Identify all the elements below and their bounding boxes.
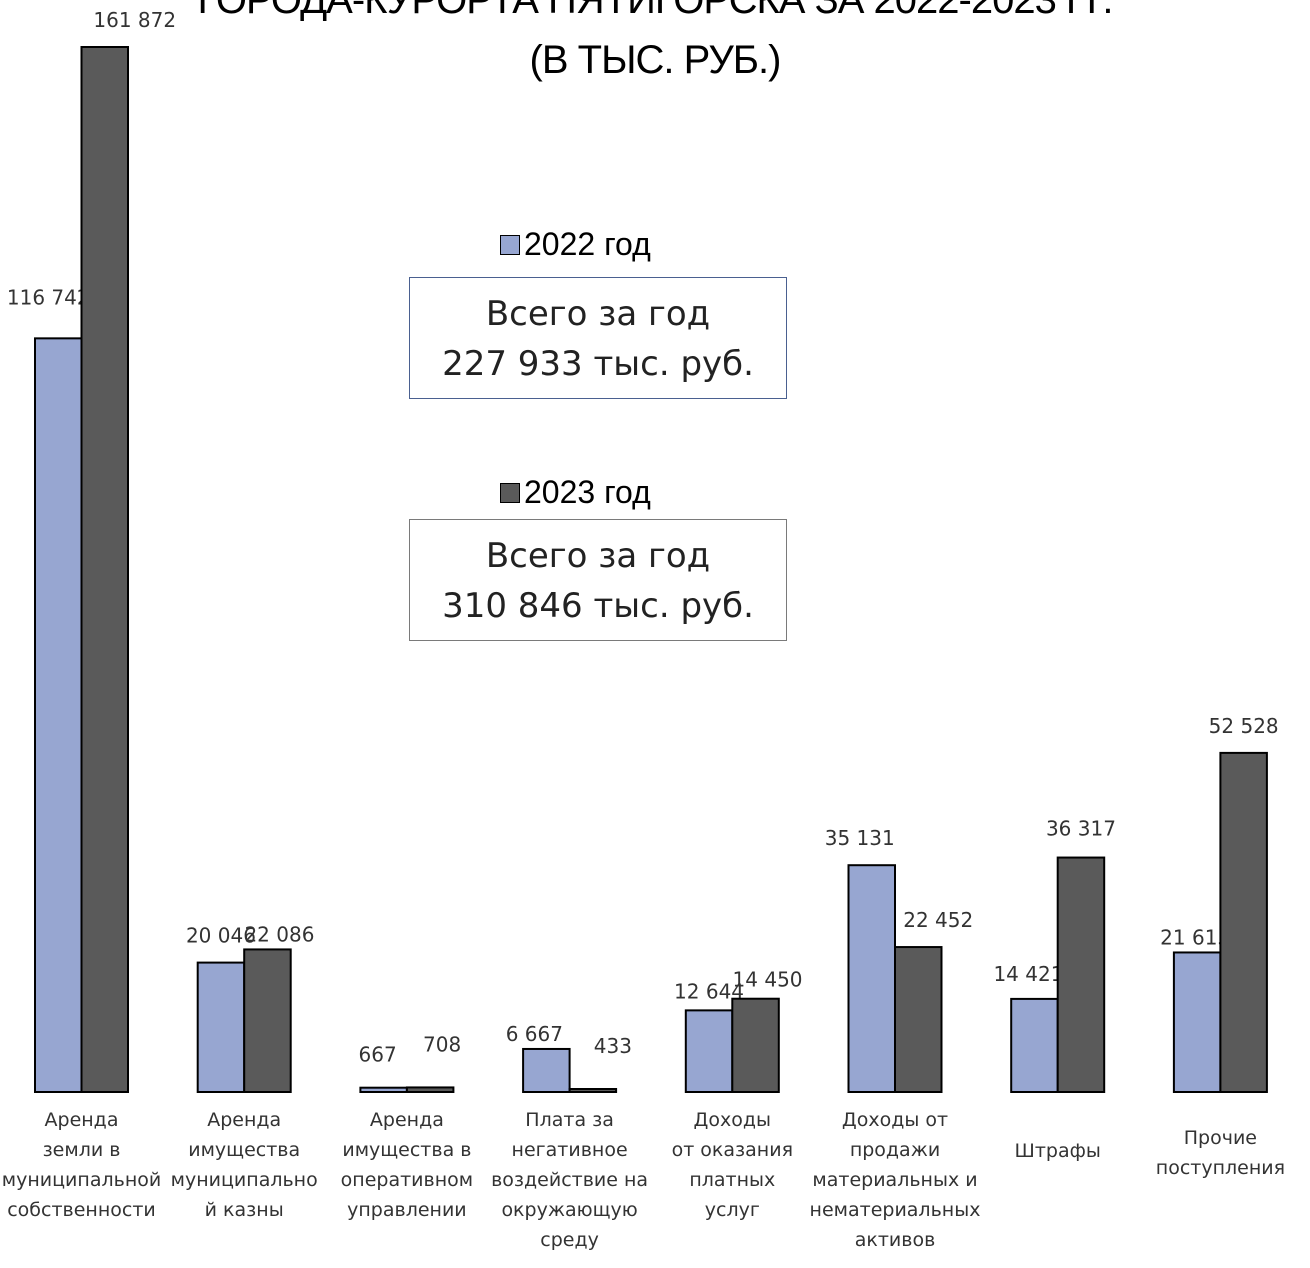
- chart-title-line-1: ГОРОДА-КУРОРТА ПЯТИГОРСКА ЗА 2022-2023 Г…: [197, 0, 1114, 22]
- category-label-3-line-2: воздействие на: [491, 1169, 648, 1191]
- data-label-2023-cat-7: 52 528: [1209, 714, 1279, 738]
- legend-swatch-2023: [500, 482, 520, 503]
- data-label-2022-cat-2: 667: [359, 1043, 397, 1067]
- category-label-3-line-3: окружающую: [501, 1199, 637, 1221]
- category-label-0-line-3: собственности: [7, 1199, 156, 1221]
- legend-item-2023: 2023 год: [500, 474, 651, 511]
- category-label-1-line-0: Аренда: [207, 1109, 281, 1131]
- category-label-5-line-4: активов: [855, 1229, 936, 1251]
- category-label-0-line-2: муниципальной: [2, 1169, 161, 1191]
- data-label-2022-cat-7: 21 615: [1160, 925, 1230, 949]
- data-label-2023-cat-1: 22 086: [244, 922, 314, 946]
- category-label-4-line-1: от оказания: [672, 1139, 793, 1161]
- legend-swatch-2022: [500, 234, 520, 255]
- category-label-2-line-3: управлении: [347, 1199, 467, 1221]
- bar-2023-cat-7: [1219, 751, 1268, 1093]
- data-label-2023-cat-4: 14 450: [733, 968, 803, 992]
- category-label-3-line-0: Плата за: [525, 1109, 614, 1131]
- bar-2023-cat-4: [731, 997, 780, 1093]
- category-label-5-line-3: нематериальных: [810, 1199, 981, 1221]
- category-label-7-line-1: поступления: [1156, 1157, 1285, 1179]
- total-box-2023: Всего за год 310 846 тыс. руб.: [409, 519, 787, 641]
- data-label-2023-cat-2: 708: [423, 1032, 461, 1056]
- category-label-1-line-1: имущества: [188, 1139, 300, 1161]
- category-label-4-line-3: услуг: [705, 1199, 760, 1221]
- bar-2022-cat-7: [1172, 951, 1222, 1093]
- category-label-5-line-1: продажи: [850, 1139, 940, 1161]
- chart-title-line-2: (В ТЫС. РУБ.): [529, 38, 782, 82]
- category-label-1-line-3: й казны: [205, 1199, 284, 1221]
- category-label-2-line-0: Аренда: [370, 1109, 444, 1131]
- data-label-2023-cat-0: 161 872: [93, 8, 176, 32]
- category-label-4-line-0: Доходы: [694, 1109, 771, 1131]
- bar-2023-cat-0: [80, 46, 129, 1093]
- data-label-2023-cat-6: 36 317: [1046, 817, 1116, 841]
- total-box-2022-line-2: 227 933 тыс. руб.: [442, 344, 754, 384]
- data-label-2022-cat-3: 6 667: [506, 1022, 563, 1046]
- category-label-2-line-2: оперативном: [341, 1169, 473, 1191]
- bar-2022-cat-1: [196, 961, 246, 1094]
- legend-item-2022: 2022 год: [500, 226, 651, 263]
- bar-2023-cat-3: [568, 1088, 618, 1093]
- data-label-2022-cat-5: 35 131: [825, 826, 895, 850]
- bar-2022-cat-5: [847, 864, 896, 1093]
- bar-2023-cat-1: [243, 948, 292, 1093]
- data-label-2023-cat-3: 433: [594, 1034, 632, 1058]
- category-label-3-line-1: негативное: [512, 1139, 628, 1161]
- bar-2022-cat-3: [522, 1047, 571, 1093]
- data-label-2022-cat-0: 116 742: [7, 285, 90, 309]
- category-label-6-line-0: Штрафы: [1015, 1140, 1101, 1162]
- legend-label-2022: 2022 год: [524, 226, 651, 262]
- total-box-2022: Всего за год 227 933 тыс. руб.: [409, 277, 787, 399]
- category-label-0-line-0: Аренда: [45, 1109, 119, 1131]
- total-box-2023-line-1: Всего за год: [485, 536, 711, 576]
- total-box-2023-line-2: 310 846 тыс. руб.: [442, 586, 754, 626]
- category-label-4-line-2: платных: [689, 1169, 775, 1191]
- category-label-1-line-2: муниципально: [171, 1169, 318, 1191]
- bar-2023-cat-6: [1056, 856, 1106, 1093]
- bar-2022-cat-4: [684, 1009, 734, 1093]
- category-label-0-line-1: земли в: [43, 1139, 121, 1161]
- bar-2023-cat-5: [894, 946, 943, 1093]
- bar-2022-cat-6: [1010, 997, 1059, 1094]
- bar-2022-cat-0: [34, 337, 83, 1093]
- category-label-7-line-0: Прочие: [1184, 1127, 1257, 1149]
- data-label-2022-cat-6: 14 421: [993, 962, 1063, 986]
- bar-2023-cat-2: [405, 1086, 455, 1093]
- legend-label-2023: 2023 год: [524, 474, 651, 510]
- category-label-5-line-2: материальных и: [812, 1169, 977, 1191]
- category-label-5-line-0: Доходы от: [842, 1109, 948, 1131]
- data-label-2022-cat-1: 20 046: [186, 924, 256, 948]
- data-label-2023-cat-5: 22 452: [903, 908, 973, 932]
- category-label-2-line-1: имущества в: [342, 1139, 471, 1161]
- bar-2022-cat-2: [359, 1086, 408, 1094]
- category-label-3-line-4: среду: [540, 1229, 599, 1251]
- total-box-2022-line-1: Всего за год: [485, 294, 711, 334]
